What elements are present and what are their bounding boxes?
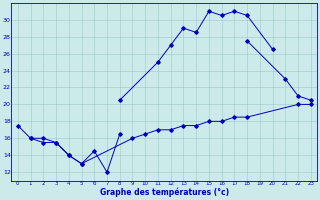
X-axis label: Graphe des températures (°c): Graphe des températures (°c)	[100, 188, 229, 197]
